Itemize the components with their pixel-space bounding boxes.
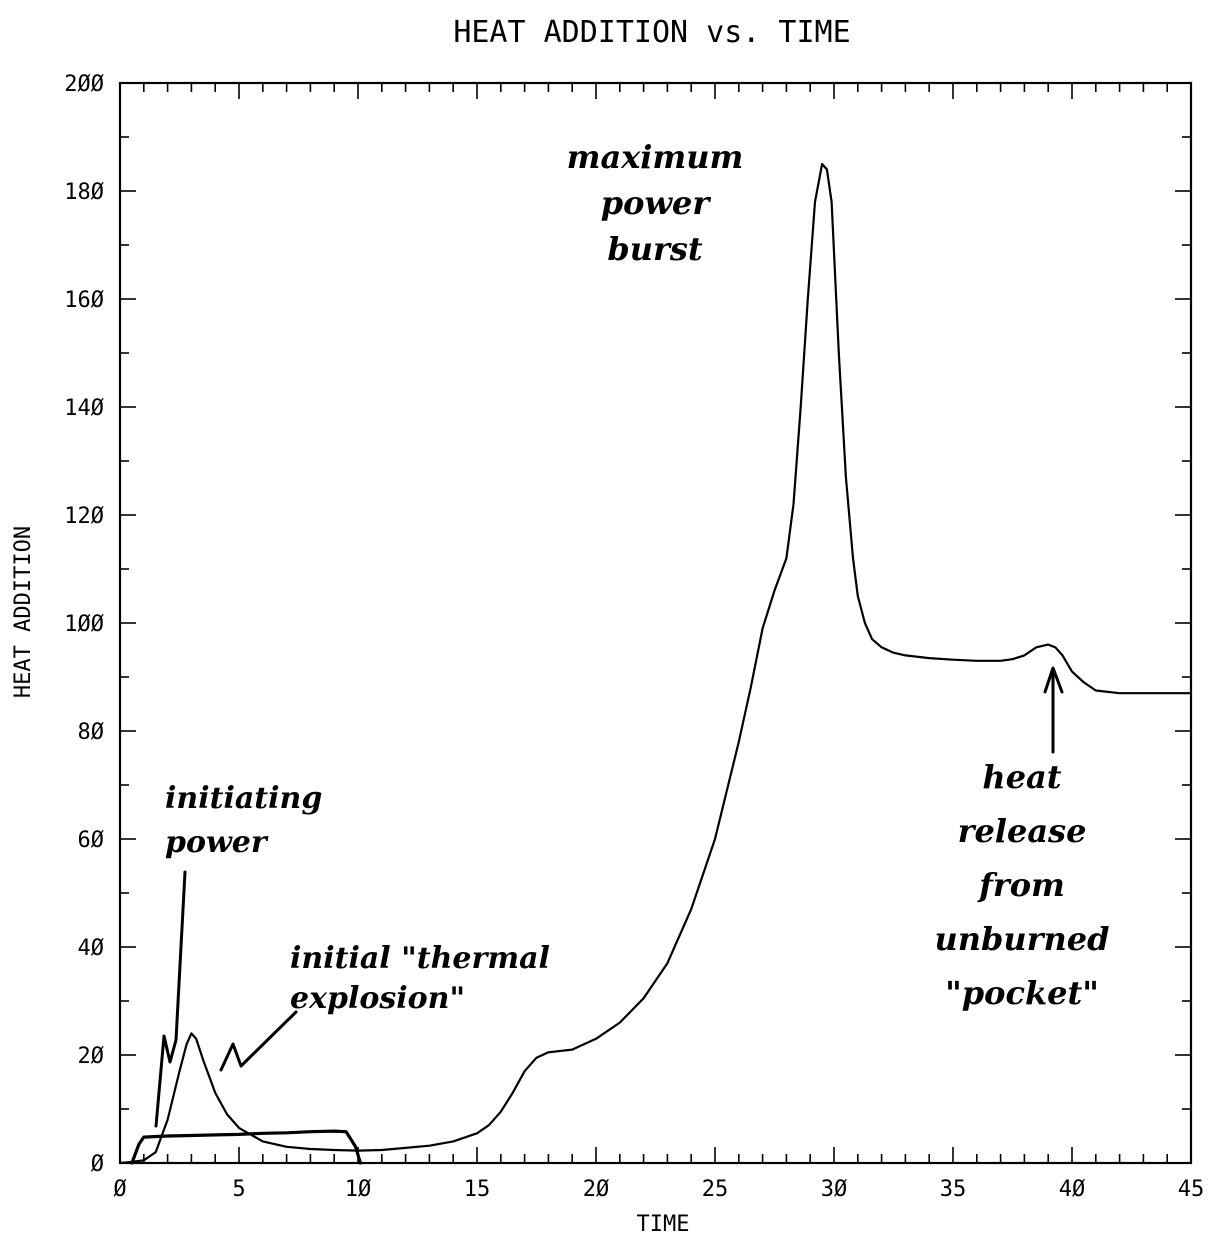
chart-title: HEAT ADDITION vs. TIME (453, 15, 850, 50)
annotation-maximum-power-burst: maximum power burst (567, 138, 744, 268)
y-axis-tick-labels: Ø 2Ø 4Ø 6Ø 8Ø 1ØØ 12Ø 14Ø 16Ø 18Ø 2ØØ (64, 72, 104, 1177)
x-tick-label: Ø (113, 1177, 126, 1202)
annotation-arrows (154, 666, 1064, 1128)
pocket-arrow (1043, 666, 1064, 754)
y-tick-label: 14Ø (64, 396, 104, 421)
initiating-power-curve (130, 1129, 362, 1165)
x-tick-label: 15 (464, 1177, 491, 1202)
y-tick-label: 18Ø (64, 180, 104, 205)
handwritten-annotations: initiating power initial "thermal explosion… (165, 138, 1110, 1016)
x-tick-label: 5 (232, 1177, 245, 1202)
y-tick-label: 12Ø (64, 504, 104, 529)
x-tick-label: 45 (1178, 1177, 1205, 1202)
annotation-thermal-explosion: initial "thermal explosion" (290, 941, 550, 1016)
data-series (118, 162, 1193, 1165)
y-tick-label: 4Ø (78, 936, 105, 961)
y-tick-label: 16Ø (64, 288, 104, 313)
x-tick-label: 35 (940, 1177, 967, 1202)
y-tick-label: 2Ø (78, 1044, 105, 1069)
y-tick-label: 1ØØ (64, 612, 104, 637)
y-tick-label: 6Ø (78, 828, 105, 853)
initiating-power-arrow (154, 870, 187, 1128)
x-axis-tick-labels: Ø 5 1Ø 15 2Ø 25 3Ø 35 4Ø 45 (113, 1177, 1204, 1202)
annotation-initiating-power: initiating power (165, 781, 322, 860)
axis-ticks (119, 82, 1192, 1164)
x-tick-label: 3Ø (821, 1177, 848, 1202)
y-tick-label: 2ØØ (64, 72, 104, 97)
x-tick-label: 25 (702, 1177, 729, 1202)
heat-addition-curve (118, 162, 1193, 1165)
y-axis-label: HEAT ADDITION (11, 526, 36, 698)
annotation-pocket-heat-release: heat release from unburned "pocket" (934, 758, 1109, 1012)
x-tick-label: 1Ø (345, 1177, 372, 1202)
x-tick-label: 4Ø (1059, 1177, 1086, 1202)
x-axis-label: TIME (637, 1212, 690, 1234)
thermal-explosion-arrow (219, 1010, 298, 1072)
x-tick-label: 2Ø (583, 1177, 610, 1202)
y-tick-label: 8Ø (78, 720, 105, 745)
y-tick-label: Ø (91, 1152, 104, 1177)
